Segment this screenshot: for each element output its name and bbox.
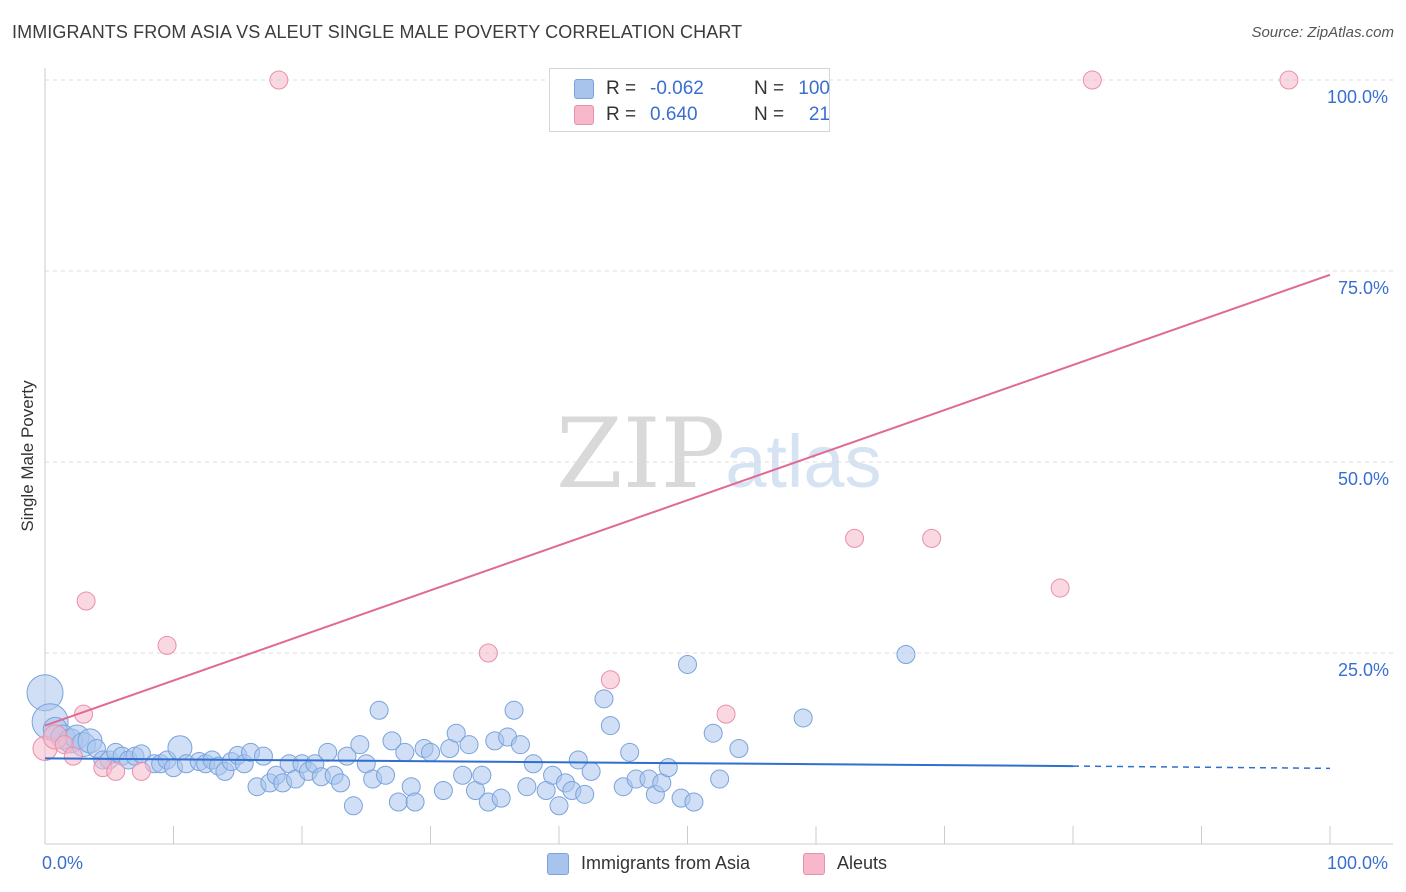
asia-point-72 — [517, 777, 537, 797]
asia-point-81 — [581, 761, 601, 781]
aleut-point-6 — [106, 761, 126, 781]
aleut-point-9 — [157, 635, 177, 655]
asia-point-70 — [504, 700, 524, 720]
asia-point-76 — [549, 796, 569, 816]
legend-r-value: -0.062 — [650, 78, 704, 99]
chart-title: IMMIGRANTS FROM ASIA VS ALEUT SINGLE MAL… — [12, 22, 743, 42]
aleut-point-17 — [1082, 70, 1102, 90]
aleut-point-8 — [76, 591, 96, 611]
asia-point-58 — [421, 742, 440, 762]
aleut-point-3 — [63, 746, 83, 766]
asia-point-47 — [350, 735, 370, 755]
trend-line-asia-extension — [1072, 765, 1331, 770]
x-tick-label-left: 0.0% — [42, 853, 84, 873]
correlation-legend: R = -0.062 N = 100 R = 0.640 N = 21 — [549, 68, 830, 132]
asia-point-44 — [331, 773, 351, 793]
legend-r-label: R = — [606, 104, 637, 125]
source-label: Source: ZipAtlas.com — [1251, 24, 1394, 41]
asia-point-53 — [388, 792, 408, 812]
asia-point-93 — [684, 792, 704, 812]
legend-row-asia: R = -0.062 N = 100 — [574, 76, 834, 100]
bottom-legend-asia[interactable]: Immigrants from Asia — [547, 852, 787, 876]
legend-n-label: N = — [754, 78, 785, 99]
y-tick-label-25: 25.0% — [1338, 660, 1390, 680]
aleut-point-15 — [922, 528, 942, 548]
asia-point-85 — [620, 742, 640, 762]
series-immigrants-from-asia — [26, 645, 916, 816]
bottom-legend-label-asia: Immigrants from Asia — [581, 853, 751, 873]
aleut-point-11 — [478, 643, 498, 663]
trend-line-asia — [44, 757, 1074, 768]
legend-row-aleuts: R = 0.640 N = 21 — [574, 102, 834, 126]
asia-point-52 — [382, 731, 402, 751]
bottom-legend-swatch-aleuts — [803, 853, 825, 875]
asia-point-73 — [523, 754, 543, 774]
asia-point-54 — [395, 742, 415, 762]
asia-point-63 — [459, 735, 479, 755]
y-tick-label-100: 100.0% — [1327, 87, 1389, 107]
asia-point-59 — [433, 781, 453, 801]
asia-point-68 — [491, 788, 511, 808]
aleut-point-16 — [1050, 578, 1070, 598]
asia-point-32 — [253, 746, 273, 766]
legend-n-label: N = — [754, 104, 785, 125]
legend-r-label: R = — [606, 78, 637, 99]
asia-point-50 — [369, 700, 389, 720]
asia-point-51 — [376, 765, 396, 785]
asia-point-95 — [710, 769, 730, 789]
asia-point-94 — [703, 723, 723, 743]
grid-lines — [45, 79, 1393, 654]
asia-point-71 — [510, 735, 530, 755]
legend-r-value: 0.640 — [650, 104, 698, 125]
asia-point-96 — [729, 739, 749, 758]
asia-point-61 — [446, 723, 466, 743]
aleut-point-7 — [131, 761, 151, 781]
asia-point-90 — [658, 758, 678, 778]
asia-point-98 — [896, 645, 916, 665]
aleut-point-10 — [269, 70, 289, 90]
x-tick-label-right: 100.0% — [1327, 853, 1389, 873]
asia-point-80 — [575, 784, 595, 804]
legend-swatch-asia — [574, 79, 594, 99]
asia-point-56 — [405, 792, 425, 812]
aleut-point-14 — [845, 528, 865, 548]
asia-point-83 — [600, 716, 620, 736]
bottom-legend-swatch-asia — [547, 853, 569, 875]
bottom-legend-label-aleuts: Aleuts — [837, 853, 888, 873]
asia-point-46 — [343, 796, 363, 816]
trend-line-aleuts — [44, 273, 1331, 727]
y-tick-label-75: 75.0% — [1338, 278, 1390, 298]
asia-point-97 — [793, 708, 813, 728]
y-tick-label-50: 50.0% — [1338, 469, 1390, 489]
asia-point-92 — [678, 654, 697, 674]
asia-point-82 — [594, 689, 614, 709]
series-aleuts — [32, 70, 1299, 781]
aleut-point-18 — [1279, 70, 1299, 90]
legend-n-value: 21 — [808, 104, 830, 125]
aleut-point-13 — [716, 704, 736, 724]
trend-lines — [44, 273, 1331, 770]
asia-point-79 — [568, 750, 588, 770]
legend-swatch-aleuts — [574, 105, 594, 125]
asia-point-42 — [318, 742, 338, 762]
aleut-point-12 — [600, 670, 620, 690]
legend-n-value: 100 — [798, 78, 830, 99]
asia-point-62 — [453, 765, 473, 785]
bottom-legend-aleuts[interactable]: Aleuts — [803, 852, 923, 876]
asia-point-65 — [472, 765, 492, 785]
